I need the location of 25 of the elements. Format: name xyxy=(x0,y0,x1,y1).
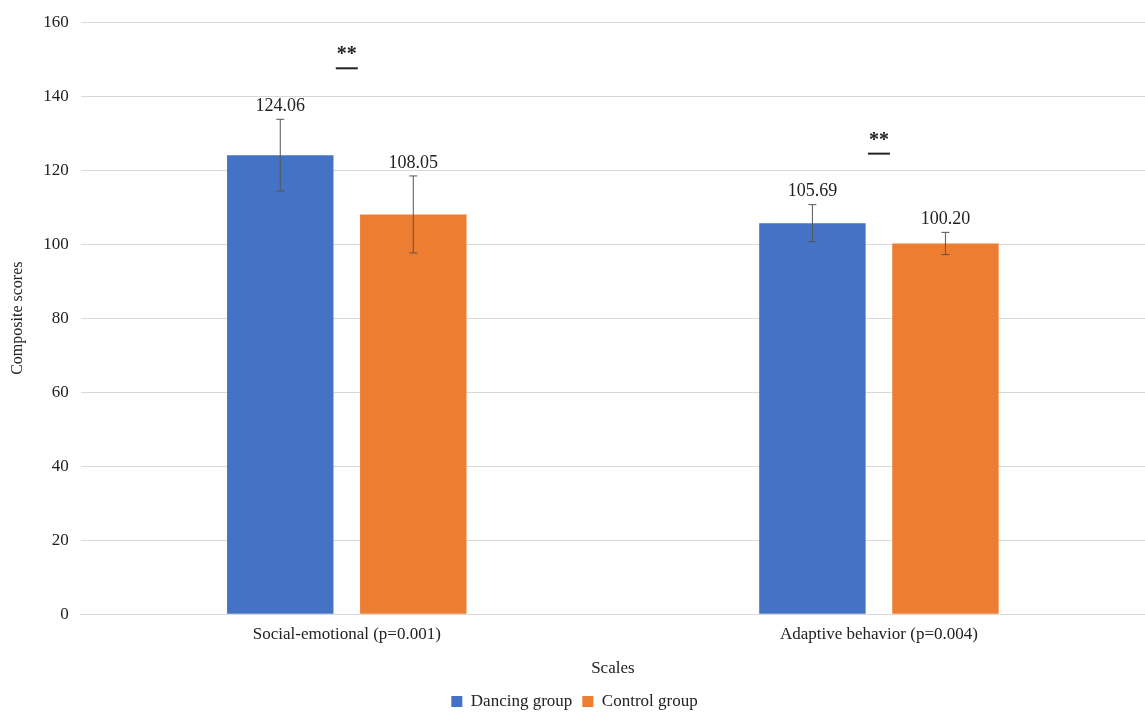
legend-label: Dancing group xyxy=(470,690,573,710)
y-tick-label: 60 xyxy=(51,381,69,401)
data-label: 108.05 xyxy=(388,151,439,172)
annotation: ** xyxy=(868,127,889,150)
y-tick-label: 140 xyxy=(43,85,69,105)
data-label: 100.20 xyxy=(920,208,971,229)
x-tick-label: Adaptive behavior (p=0.004) xyxy=(779,623,978,643)
bar xyxy=(759,223,866,614)
y-tick-label: 20 xyxy=(51,529,69,549)
bar xyxy=(227,155,334,614)
y-tick-label: 0 xyxy=(60,603,69,623)
data-label: 105.69 xyxy=(787,180,838,201)
x-axis-title: Scales xyxy=(591,658,635,678)
y-tick-label: 40 xyxy=(51,455,69,475)
bar xyxy=(892,243,999,614)
x-tick-label: Social-emotional (p=0.001) xyxy=(252,623,441,643)
y-tick-label: 160 xyxy=(43,11,69,31)
annotation: ** xyxy=(336,42,357,65)
y-tick-label: 100 xyxy=(43,233,69,253)
y-axis-title: Composite scores xyxy=(7,261,26,375)
y-tick-label: 80 xyxy=(51,307,69,327)
data-label: 124.06 xyxy=(255,95,306,116)
bar xyxy=(360,214,467,614)
legend-label: Control group xyxy=(601,690,698,710)
y-tick-label: 120 xyxy=(43,159,69,179)
